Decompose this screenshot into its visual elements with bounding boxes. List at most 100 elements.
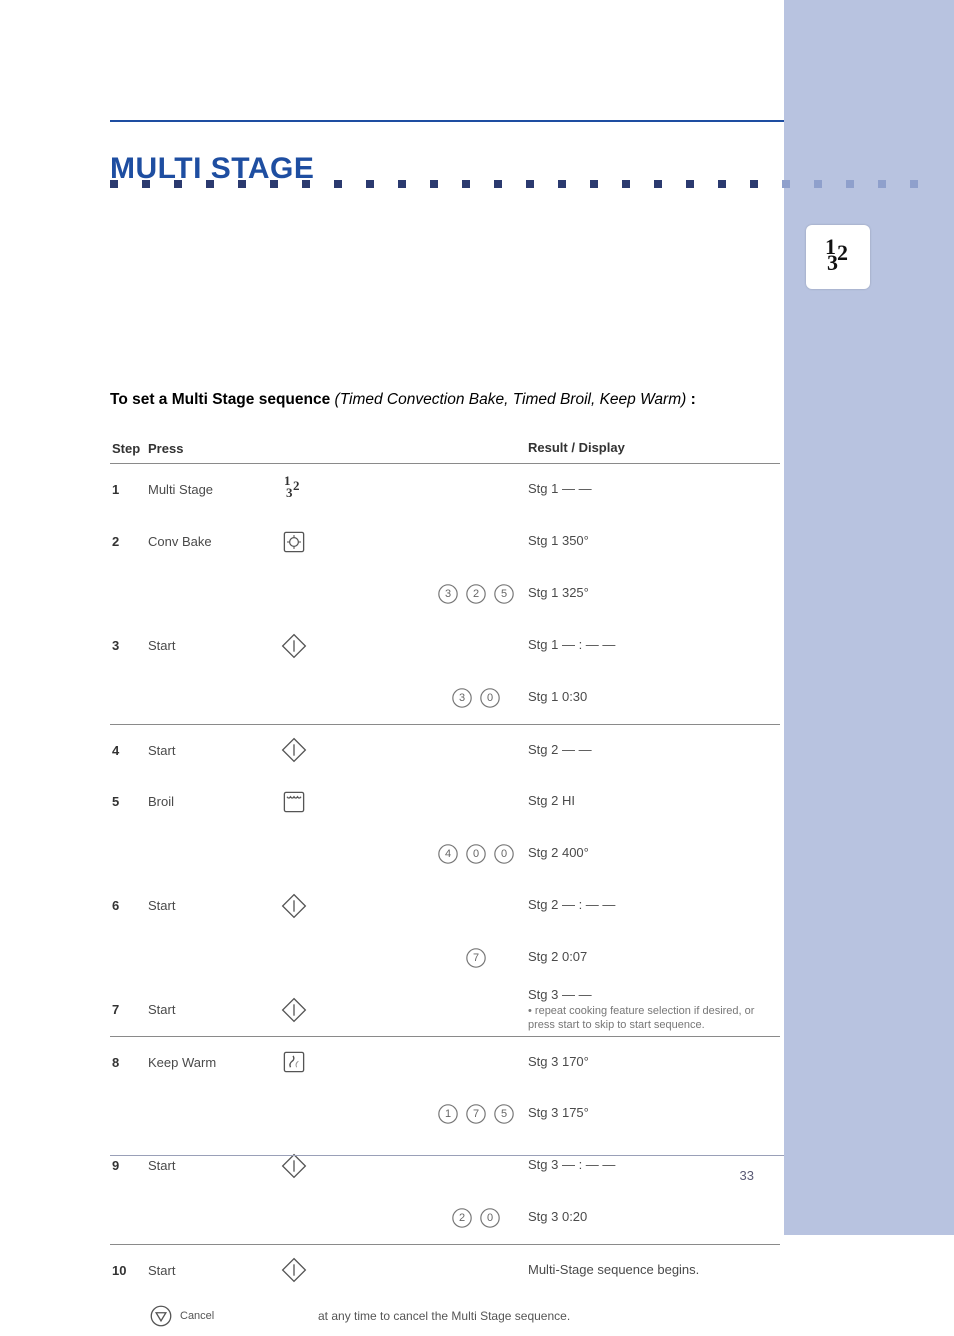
keepwarm-icon: [280, 1048, 308, 1076]
numpad-key: 7: [465, 1103, 487, 1125]
press-icon-cell: [276, 1153, 312, 1179]
result-text: Stg 2 HI: [520, 793, 780, 809]
start-icon: [281, 1153, 307, 1179]
result-text: Multi-Stage sequence begins.: [520, 1262, 780, 1278]
start-icon: [281, 1257, 307, 1283]
numpad-cell: 30: [432, 687, 520, 709]
step-number: 6: [110, 898, 148, 913]
press-icon-cell: [276, 633, 312, 659]
page-number: 33: [740, 1168, 754, 1183]
start-icon: [281, 997, 307, 1023]
table-row: 325Stg 1 325°: [110, 568, 780, 620]
step-number: 10: [110, 1263, 148, 1278]
cancel-icon: [148, 1303, 174, 1329]
step-number: 8: [110, 1055, 148, 1070]
press-label: Start: [148, 638, 276, 653]
numpad-key: 7: [465, 947, 487, 969]
table-header: Step Press Result / Display: [110, 434, 780, 464]
hdr-step: Step: [110, 441, 148, 456]
numpad-key: 0: [479, 687, 501, 709]
press-icon-cell: [276, 997, 312, 1023]
result-text: Stg 1 325°: [520, 585, 780, 601]
intro-line: To set a Multi Stage sequence (Timed Con…: [110, 390, 770, 411]
numpad-key: 0: [479, 1207, 501, 1229]
result-text: Stg 3 — — • repeat cooking feature selec…: [520, 987, 780, 1033]
numpad-cell: 400: [432, 843, 520, 865]
multistage-badge: 1 2 3: [806, 225, 870, 289]
footer-cancel-text: at any time to cancel the Multi Stage se…: [318, 1309, 570, 1323]
step-number: 5: [110, 794, 148, 809]
table-row: 20 Stg 3 0:20: [110, 1192, 780, 1244]
press-label: Start: [148, 1002, 276, 1017]
numpad-cell: 7: [432, 947, 520, 969]
press-label: Start: [148, 1158, 276, 1173]
press-label: Keep Warm: [148, 1055, 276, 1070]
numpad-cell: 175: [432, 1103, 520, 1125]
result-text: Stg 1 0:30: [520, 689, 780, 705]
table-row: 6StartStg 2 — : — —: [110, 880, 780, 932]
result-text: Stg 1 — : — —: [520, 637, 780, 653]
table-row: 175Stg 3 175°: [110, 1088, 780, 1140]
table-row: 7 Stg 2 0:07: [110, 932, 780, 984]
press-label: Start: [148, 743, 276, 758]
table-row: 30Stg 1 0:30: [110, 672, 780, 724]
numpad-key: 4: [437, 843, 459, 865]
start-icon: [281, 737, 307, 763]
table-row: 8Keep Warm Stg 3 170°: [110, 1036, 780, 1088]
result-text: Stg 2 — —: [520, 742, 780, 758]
broil-icon: [280, 788, 308, 816]
result-text: Stg 1 350°: [520, 533, 780, 549]
press-label: Start: [148, 1263, 276, 1278]
table-row: 3Start Stg 1 — : — —: [110, 620, 780, 672]
step-number: 3: [110, 638, 148, 653]
dotted-leader: [110, 180, 930, 190]
numpad-key: 5: [493, 583, 515, 605]
intro-tail: :: [691, 391, 696, 408]
start-icon: [281, 893, 307, 919]
press-icon-cell: [276, 788, 312, 816]
step-number: 7: [110, 1002, 148, 1017]
footer-cancel-note: Cancel at any time to cancel the Multi S…: [110, 1296, 780, 1336]
result-text: Stg 1 — —: [520, 481, 780, 497]
press-label: Start: [148, 898, 276, 913]
multistage-icon: 123: [283, 479, 305, 501]
numpad-key: 3: [451, 687, 473, 709]
hdr-result: Result / Display: [520, 440, 780, 456]
hdr-press: Press: [148, 441, 276, 456]
numpad-key: 5: [493, 1103, 515, 1125]
table-row: 10Start Multi-Stage sequence begins.: [110, 1244, 780, 1296]
numpad-key: 1: [437, 1103, 459, 1125]
numpad-key: 0: [493, 843, 515, 865]
result-text: Stg 3 175°: [520, 1105, 780, 1121]
numpad-key: 2: [451, 1207, 473, 1229]
press-icon-cell: [276, 1257, 312, 1283]
instruction-table: Step Press Result / Display 1Multi Stage…: [110, 434, 780, 1336]
footer-rule: [110, 1155, 784, 1156]
step-number: 4: [110, 743, 148, 758]
table-row: 4Start Stg 2 — —: [110, 724, 780, 776]
content-area: MULTI STAGE: [110, 122, 780, 186]
press-label: Multi Stage: [148, 482, 276, 497]
press-label: Broil: [148, 794, 276, 809]
press-icon-cell: 123: [276, 479, 312, 501]
footer-cancel-label: Cancel: [180, 1310, 214, 1322]
intro-lead: To set a Multi Stage sequence: [110, 391, 330, 408]
table-row: 9StartStg 3 — : — —: [110, 1140, 780, 1192]
convbake-icon: [280, 528, 308, 556]
step-number: 1: [110, 482, 148, 497]
result-text: Stg 2 0:07: [520, 949, 780, 965]
numpad-cell: 325: [432, 583, 520, 605]
multistage-icon: 1 2 3: [823, 242, 853, 272]
table-row: 2Conv Bake Stg 1 350°: [110, 516, 780, 568]
press-icon-cell: [276, 893, 312, 919]
result-text: Stg 3 0:20: [520, 1209, 780, 1225]
press-label: Conv Bake: [148, 534, 276, 549]
result-text: Stg 3 170°: [520, 1054, 780, 1070]
step-number: 2: [110, 534, 148, 549]
table-row: 5Broil Stg 2 HI: [110, 776, 780, 828]
result-text: Stg 2 400°: [520, 845, 780, 861]
numpad-key: 2: [465, 583, 487, 605]
intro-paren: (Timed Convection Bake, Timed Broil, Kee…: [335, 391, 687, 408]
press-icon-cell: [276, 737, 312, 763]
press-icon-cell: [276, 1048, 312, 1076]
